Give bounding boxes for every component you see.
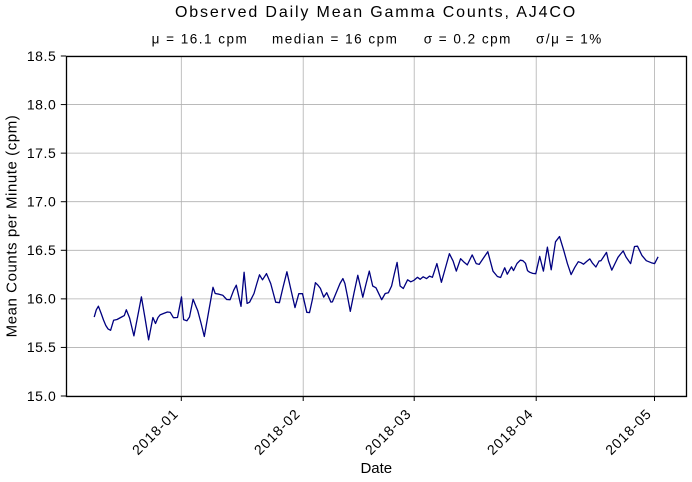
svg-text:15.5: 15.5 (27, 339, 56, 355)
svg-text:17.0: 17.0 (27, 194, 56, 210)
svg-text:median = 16 cpm: median = 16 cpm (272, 32, 398, 47)
svg-text:15.0: 15.0 (27, 388, 56, 404)
svg-text:18.0: 18.0 (27, 96, 56, 112)
svg-text:Date: Date (360, 460, 392, 477)
svg-text:18.5: 18.5 (27, 48, 56, 64)
svg-text:Observed Daily Mean Gamma Coun: Observed Daily Mean Gamma Counts, AJ4CO (175, 4, 577, 21)
svg-text:Mean Counts per Minute (cpm): Mean Counts per Minute (cpm) (4, 115, 21, 338)
svg-text:16.0: 16.0 (27, 291, 56, 307)
svg-text:μ = 16.1 cpm: μ = 16.1 cpm (152, 32, 249, 47)
svg-text:17.5: 17.5 (27, 145, 56, 161)
svg-text:16.5: 16.5 (27, 242, 56, 258)
svg-text:σ = 0.2 cpm: σ = 0.2 cpm (424, 32, 512, 47)
svg-text:σ/μ = 1%: σ/μ = 1% (536, 32, 603, 47)
